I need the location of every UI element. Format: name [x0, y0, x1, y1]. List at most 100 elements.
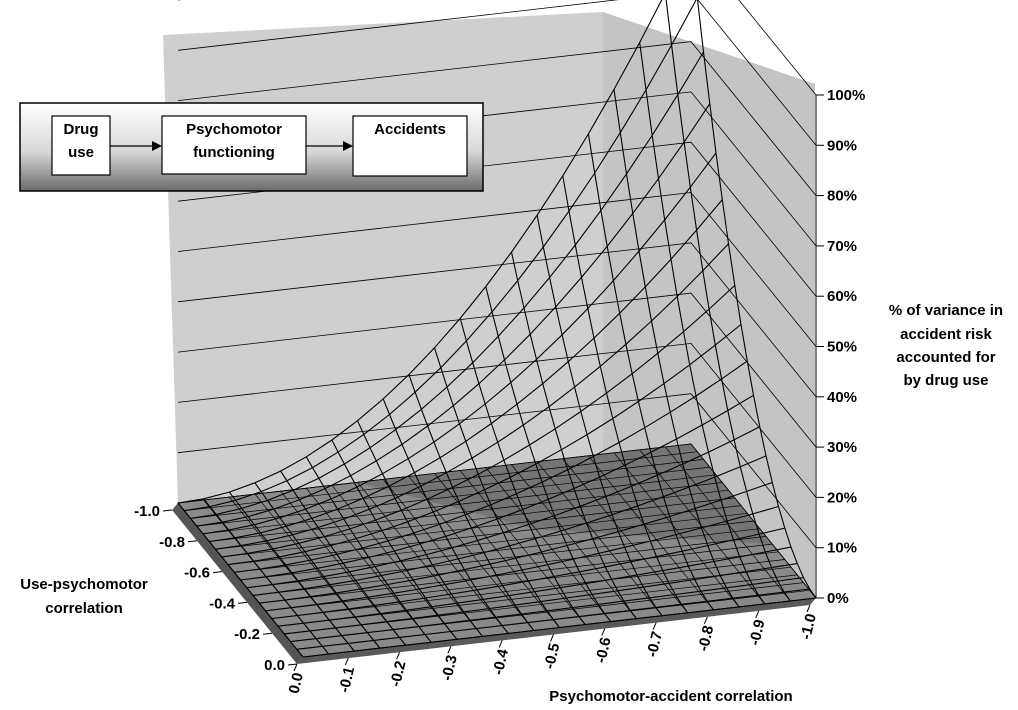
- x-tick: [344, 657, 349, 666]
- z-tick-label: 80%: [827, 188, 857, 205]
- y-axis: 0.0-0.2 -0.4 -0.6 -0.8 -1.0: [134, 503, 298, 674]
- surface-line-y: [227, 324, 742, 566]
- wall-gridline: [177, 0, 817, 146]
- surface-mesh: [177, 0, 817, 658]
- x-tick: [447, 646, 452, 654]
- drug-use-label-line2: use: [68, 144, 94, 161]
- wall-gridline: [177, 342, 817, 498]
- surface-line-y: [196, 103, 711, 527]
- y-tick: [212, 571, 223, 574]
- surface-line-y: [209, 199, 723, 543]
- z-tick-label: 60%: [827, 288, 857, 305]
- z-tick-label: 20%: [827, 489, 857, 506]
- surface-line-y: [290, 577, 804, 643]
- y-tick: [237, 601, 248, 604]
- y-tick-label: -1.0: [134, 503, 160, 520]
- x-tick: [550, 634, 554, 642]
- z-axis: 0% 10% 20% 30% 40% 50% 60% 70% 80% 90% 100%: [815, 87, 865, 607]
- x-tick-label: -0.8: [695, 624, 717, 653]
- z-tick-label: 40%: [827, 389, 857, 406]
- psychomotor-label-line2: functioning: [193, 144, 275, 161]
- floor-edge: [297, 598, 816, 664]
- z-tick-label: 30%: [827, 439, 857, 456]
- y-axis-title-line2: correlation: [45, 600, 123, 617]
- surface-line-y: [190, 51, 704, 519]
- floor-gridline: [221, 497, 735, 558]
- arrowhead-1: [152, 141, 162, 151]
- surface-line-y: [284, 563, 798, 635]
- surface-line-y: [177, 0, 663, 504]
- x-tick: [396, 652, 401, 660]
- surface-line-y: [259, 481, 773, 604]
- floor-gridline: [259, 543, 773, 604]
- surface-line-y: [277, 546, 792, 627]
- x-tick-label: -0.2: [387, 659, 409, 688]
- surface-line-y: [202, 152, 717, 535]
- floor-shadow: [357, 444, 773, 545]
- surface-line-y: [296, 588, 810, 650]
- floor-gridline: [215, 489, 729, 550]
- floor-gridline: [184, 451, 698, 512]
- z-axis-title-line3: accounted for: [896, 349, 995, 366]
- y-tick: [187, 540, 198, 543]
- x-tick-label: -1.0: [798, 612, 820, 641]
- accidents-label: Accidents: [374, 121, 446, 138]
- x-tick-label: -0.6: [592, 636, 614, 665]
- floor-gridline: [209, 482, 723, 542]
- z-axis-title-line4: by drug use: [903, 372, 988, 389]
- x-tick-label: -0.7: [644, 630, 666, 659]
- z-axis-title-line2: accident risk: [900, 326, 992, 343]
- surface-line-y: [240, 394, 754, 581]
- floor: [172, 443, 817, 664]
- y-tick: [262, 632, 273, 635]
- x-tick: [806, 604, 811, 613]
- y-axis-title-line1: Use-psychomotor: [20, 576, 148, 593]
- back-wall: [163, 12, 603, 513]
- x-tick: [601, 628, 606, 636]
- floor-gridline: [265, 551, 779, 612]
- surface-line-y: [184, 0, 697, 512]
- x-tick-label: -0.3: [438, 653, 460, 682]
- wall-gridline: [178, 0, 817, 96]
- x-tick-label: -0.4: [490, 647, 513, 677]
- x-tick: [498, 640, 503, 648]
- surface-line-y: [221, 284, 736, 558]
- y-tick-label: -0.6: [184, 565, 210, 582]
- x-tick-label: -0.1: [336, 665, 358, 694]
- drug-use-box: [51, 115, 111, 176]
- floor-gridline: [196, 466, 710, 527]
- surface-line-y: [265, 505, 779, 612]
- wall-gridline: [177, 292, 817, 448]
- drug-use-label-line1: Drug: [64, 121, 99, 138]
- x-tick: [703, 616, 708, 624]
- floor-gridline: [240, 520, 754, 581]
- x-tick-label: 0.0: [286, 671, 307, 695]
- y-tick-label: -0.2: [234, 626, 260, 643]
- z-tick-label: 10%: [827, 540, 857, 557]
- inset-diagram: Drug use Psychomotor functioning Acciden…: [19, 102, 484, 192]
- floor-gridline: [177, 443, 692, 504]
- x-axis: 0.0 -0.1 -0.2 -0.3 -0.4 -0.5 -0.6 -0.7 -0.8 -0.9 -…: [286, 604, 820, 695]
- z-tick-label: 90%: [827, 137, 857, 154]
- z-tick-label: 0%: [827, 590, 849, 607]
- y-tick-label: -0.4: [209, 595, 236, 612]
- z-axis-title-line1: % of variance in: [889, 302, 1003, 319]
- y-tick-label: -0.8: [159, 534, 185, 551]
- surface-line-y: [215, 243, 729, 550]
- surface-line-y: [246, 426, 761, 589]
- y-tick-label: 0.0: [264, 657, 285, 674]
- accidents-box: [352, 115, 468, 177]
- wall-gridline: [177, 41, 817, 196]
- surface-line-y: [234, 360, 748, 573]
- wall-gridline: [177, 393, 817, 548]
- floor-gridline: [277, 566, 792, 627]
- y-tick: [162, 509, 173, 512]
- surface-line-y: [252, 455, 767, 596]
- psychomotor-label-line1: Psychomotor: [186, 121, 282, 138]
- z-tick-label: 50%: [827, 339, 857, 356]
- psychomotor-box: [161, 115, 307, 175]
- surface-line-y: [271, 527, 785, 620]
- floor-gridline: [227, 505, 742, 565]
- x-tick: [755, 610, 760, 619]
